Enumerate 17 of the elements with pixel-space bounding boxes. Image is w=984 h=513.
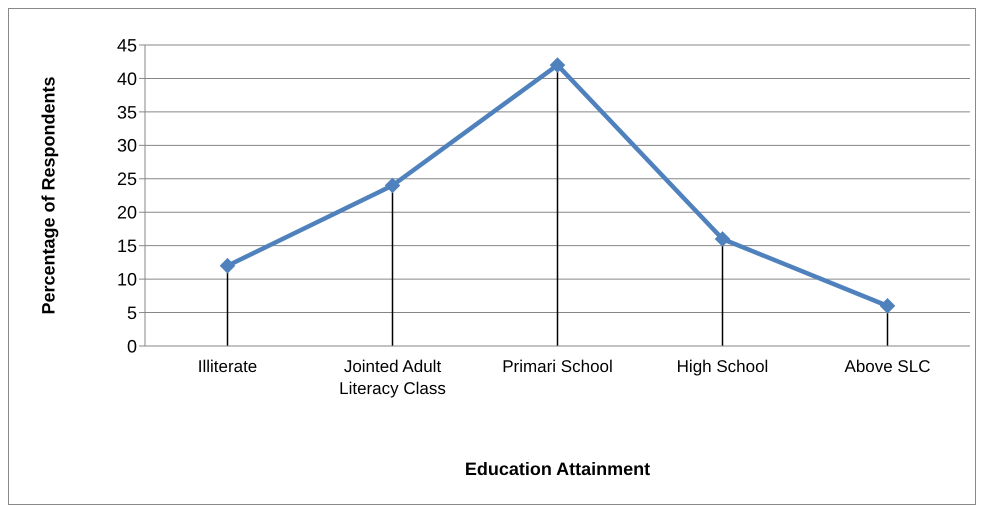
- x-tick-label: Jointed Adult Literacy Class: [339, 357, 446, 398]
- x-tick-label: Primari School: [502, 357, 613, 376]
- y-tick-label: 20: [116, 202, 137, 223]
- y-tick-label: 30: [116, 136, 137, 156]
- y-tick-label: 40: [116, 68, 137, 89]
- y-tick-label: 10: [116, 270, 137, 290]
- y-tick-label: 45: [116, 35, 137, 56]
- y-tick-label: 25: [116, 169, 137, 190]
- x-tick-label: Above SLC: [844, 357, 930, 376]
- y-tick-label: 0: [126, 336, 137, 356]
- y-tick-label: 15: [116, 236, 137, 256]
- x-tick-label: Illiterate: [198, 357, 258, 376]
- y-tick-label: 35: [116, 102, 137, 122]
- y-tick-label: 5: [126, 302, 137, 323]
- y-axis-title: Percentage of Respondents: [38, 76, 58, 315]
- x-tick-label: High School: [676, 357, 768, 376]
- x-axis-title: Education Attainment: [464, 459, 650, 479]
